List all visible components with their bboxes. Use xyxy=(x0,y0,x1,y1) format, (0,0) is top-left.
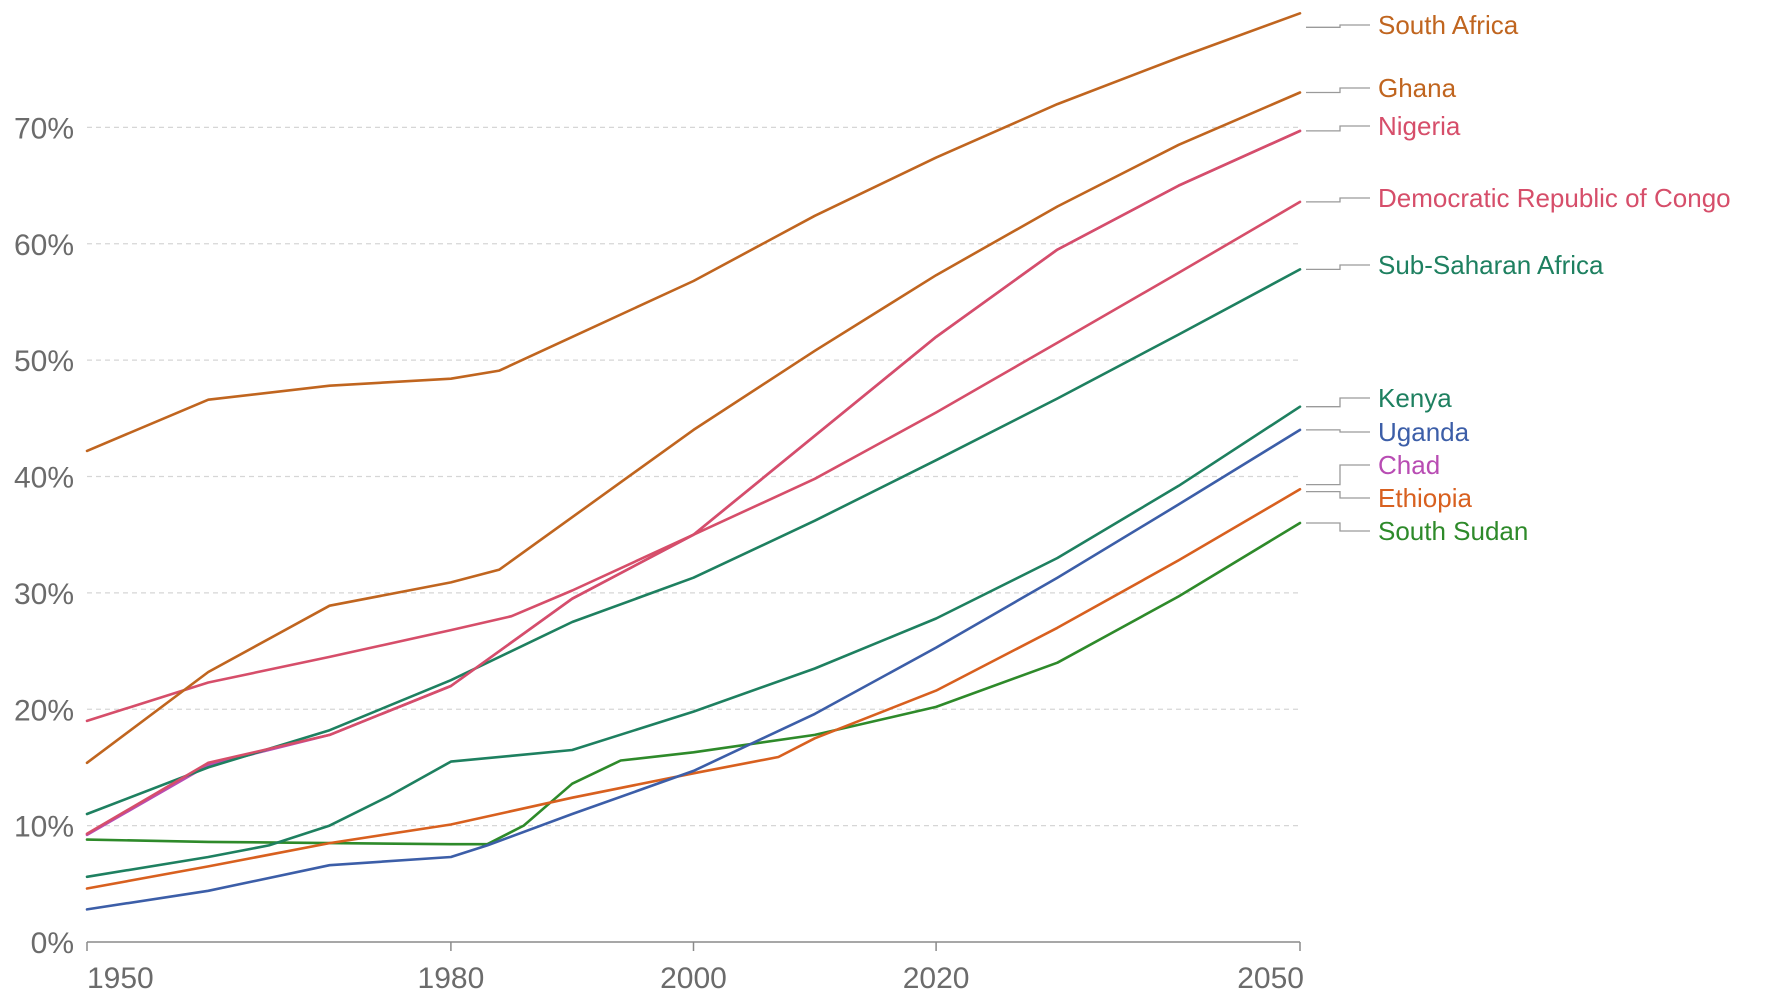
y-tick-label: 60% xyxy=(14,229,74,262)
series-label-nigeria: Nigeria xyxy=(1378,111,1461,141)
x-tick-label: 1950 xyxy=(87,962,154,995)
axes: 0% 10% 20% 30% 40% 50% 60% 70% 1950 1980 2000 2020 2… xyxy=(14,112,1304,995)
label-connector-uganda xyxy=(1306,429,1370,433)
y-tick-label: 50% xyxy=(14,345,74,378)
series-label-sub-saharan-africa: Sub-Saharan Africa xyxy=(1378,250,1604,280)
series-label-south-sudan: South Sudan xyxy=(1378,516,1528,546)
y-tick-label: 20% xyxy=(14,694,74,727)
label-connector-democratic-republic-of-congo xyxy=(1306,197,1370,203)
series-label-south-africa: South Africa xyxy=(1378,10,1519,40)
series-line-sub-saharan-africa xyxy=(85,268,1302,816)
series-line-ethiopia xyxy=(85,488,1302,890)
series-label-democratic-republic-of-congo: Democratic Republic of Congo xyxy=(1378,183,1731,213)
series-label-kenya: Kenya xyxy=(1378,383,1452,413)
series-line-nigeria xyxy=(85,129,1302,836)
y-tick-label: 40% xyxy=(14,462,74,495)
series-line-chad xyxy=(85,129,1302,837)
y-tick-label: 30% xyxy=(14,578,74,611)
label-connector-ethiopia xyxy=(1306,490,1370,499)
gridlines xyxy=(87,126,1300,827)
series-labels: South Africa Ghana Nigeria Democratic Repub… xyxy=(1306,10,1731,546)
x-tick-label: 2000 xyxy=(660,962,727,995)
series-label-ethiopia: Ethiopia xyxy=(1378,483,1472,513)
series-line-uganda xyxy=(85,428,1302,911)
y-tick-label: 10% xyxy=(14,811,74,844)
series-line-ghana xyxy=(85,91,1302,765)
label-connector-ghana xyxy=(1306,87,1370,94)
series-line-democratic-republic-of-congo xyxy=(85,200,1302,723)
series-label-uganda: Uganda xyxy=(1378,417,1470,447)
x-tick-label: 2050 xyxy=(1237,962,1304,995)
series-label-chad: Chad xyxy=(1378,450,1440,480)
label-connector-chad xyxy=(1306,464,1370,486)
series-lines xyxy=(85,12,1302,911)
series-line-south-sudan xyxy=(85,521,1302,846)
series-line-kenya xyxy=(85,405,1302,879)
y-tick-label: 0% xyxy=(31,927,74,960)
label-connector-nigeria xyxy=(1306,125,1370,132)
label-connector-south-africa xyxy=(1306,24,1370,28)
label-connector-sub-saharan-africa xyxy=(1306,264,1370,271)
label-connector-south-sudan xyxy=(1306,522,1370,532)
label-connector-kenya xyxy=(1306,397,1370,408)
y-tick-label: 70% xyxy=(14,112,74,145)
series-label-ghana: Ghana xyxy=(1378,73,1457,103)
series-line-south-africa xyxy=(85,12,1302,453)
x-tick-label: 1980 xyxy=(418,962,485,995)
x-tick-label: 2020 xyxy=(903,962,970,995)
